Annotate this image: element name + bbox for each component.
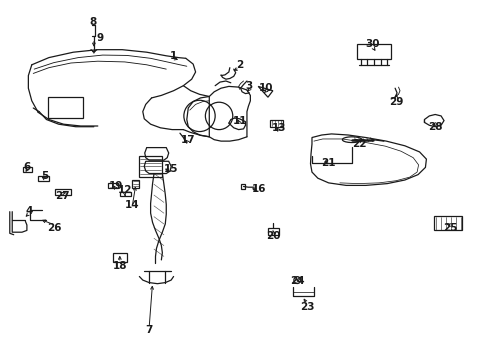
Text: 11: 11 (232, 116, 246, 126)
Text: 18: 18 (112, 261, 127, 271)
Text: 13: 13 (271, 123, 285, 133)
Text: 24: 24 (289, 276, 304, 286)
Text: 26: 26 (47, 222, 62, 233)
Text: 5: 5 (41, 171, 48, 181)
Text: 8: 8 (89, 17, 96, 27)
Text: 30: 30 (365, 39, 379, 49)
Text: 9: 9 (97, 33, 103, 43)
Text: 27: 27 (55, 191, 69, 201)
Text: 4: 4 (25, 206, 33, 216)
Text: 17: 17 (181, 135, 195, 145)
Text: 2: 2 (236, 60, 243, 70)
Text: 23: 23 (299, 302, 314, 312)
Text: 1: 1 (170, 51, 177, 61)
Text: 7: 7 (145, 325, 153, 336)
Text: 22: 22 (351, 139, 366, 149)
Text: 20: 20 (266, 231, 281, 241)
Text: 21: 21 (321, 158, 335, 168)
Text: 14: 14 (124, 200, 139, 210)
Text: 16: 16 (251, 184, 266, 194)
Text: 28: 28 (427, 122, 442, 132)
Text: 15: 15 (163, 164, 178, 174)
Text: 10: 10 (259, 83, 273, 93)
Text: 29: 29 (388, 96, 403, 107)
Text: 12: 12 (117, 185, 132, 195)
Text: 6: 6 (23, 162, 30, 172)
Text: 19: 19 (108, 181, 123, 192)
Text: 25: 25 (442, 222, 456, 233)
Text: 3: 3 (245, 81, 252, 91)
